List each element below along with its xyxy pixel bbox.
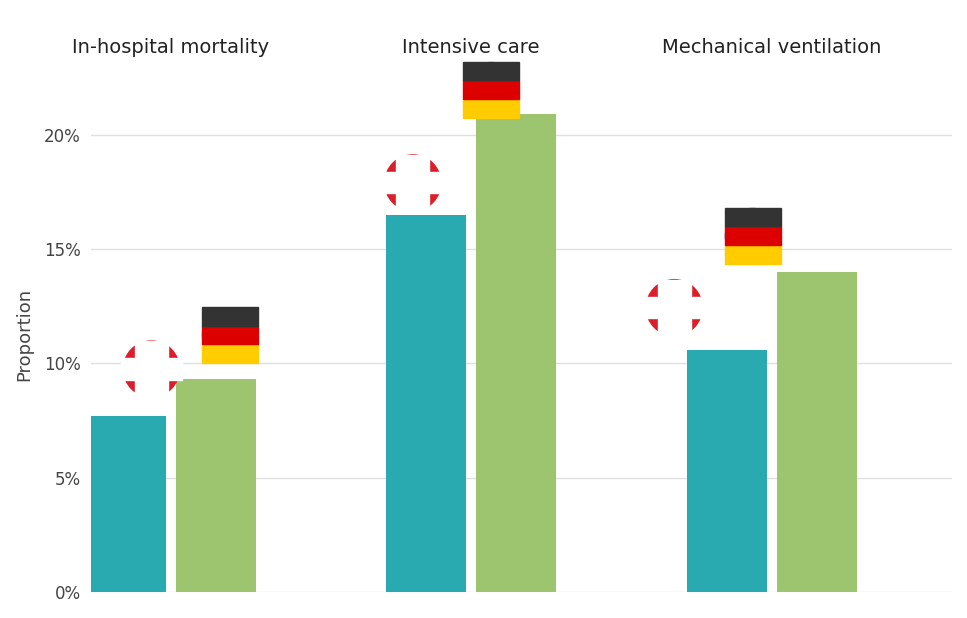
Bar — [777, 272, 857, 592]
Text: In-hospital mortality: In-hospital mortality — [73, 38, 269, 57]
Text: Intensive care: Intensive care — [402, 38, 540, 57]
Y-axis label: Proportion: Proportion — [15, 289, 33, 381]
Bar — [476, 114, 556, 592]
Bar — [176, 379, 256, 592]
Bar — [85, 416, 165, 592]
Bar — [687, 350, 767, 592]
Bar — [386, 215, 466, 592]
Text: Mechanical ventilation: Mechanical ventilation — [662, 38, 881, 57]
